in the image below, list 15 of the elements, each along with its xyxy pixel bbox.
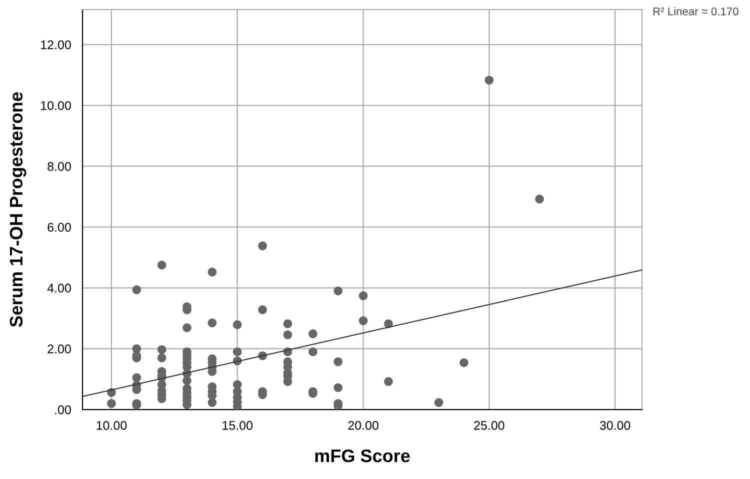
- y-axis-title: Serum 17-OH Progesterone: [10, 92, 26, 327]
- x-tick-label: 30.00: [600, 420, 630, 430]
- x-tick-label: 15.00: [222, 420, 253, 430]
- y-tick-label: 8.00: [48, 162, 71, 171]
- y-tick-label: 10.00: [41, 101, 71, 110]
- y-tick-label: .00: [55, 405, 71, 414]
- x-axis-title: mFG Score: [315, 449, 410, 462]
- y-tick-label: 2.00: [48, 344, 71, 354]
- text: R² Linear = 0.170: [654, 7, 738, 16]
- x-tick-label: 25.00: [474, 420, 504, 430]
- y-tick-label: 4.00: [47, 284, 71, 293]
- x-tick-label: 20.00: [348, 420, 378, 430]
- x-tick-label: 10.00: [96, 420, 127, 430]
- y-tick-label: 6.00: [48, 222, 71, 232]
- y-tick-label: 12.00: [41, 40, 71, 50]
